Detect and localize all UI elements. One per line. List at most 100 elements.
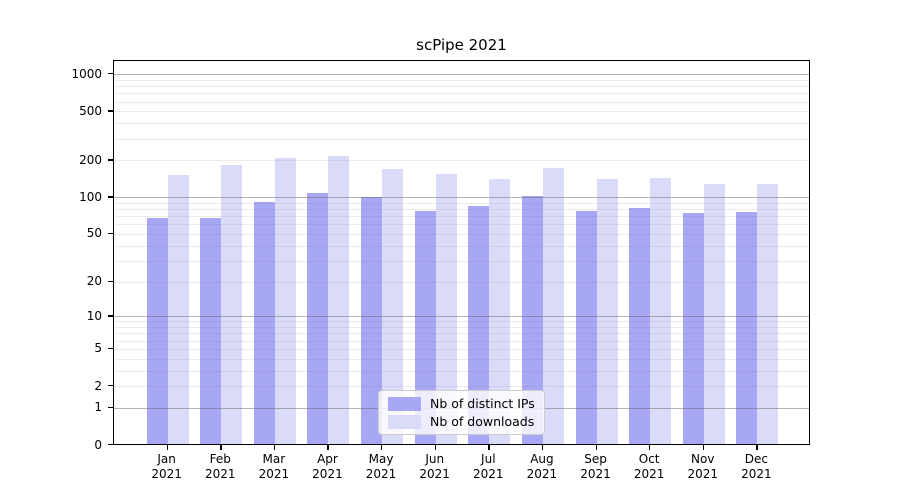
bar-downloads-jun <box>435 174 457 444</box>
grid-layer <box>114 61 809 444</box>
gridline-minor <box>114 370 809 372</box>
x-tick-label: Jul 2021 <box>473 452 504 481</box>
bar-downloads-feb <box>221 164 243 444</box>
x-tick-label: Apr 2021 <box>312 452 343 481</box>
x-tick-label: Nov 2021 <box>687 452 719 481</box>
y-tick-label: 100 <box>79 189 102 204</box>
gridline-minor <box>114 93 809 95</box>
gridline-minor <box>114 233 809 235</box>
bar-ips-may <box>361 196 383 444</box>
y-tick-label: 1 <box>94 400 102 415</box>
x-tick-label: Feb 2021 <box>204 452 236 481</box>
y-tick-label: 50 <box>86 226 102 241</box>
y-tick-label: 2 <box>94 378 102 393</box>
legend-item-downloads: Nb of downloads <box>388 414 535 429</box>
x-tick-label: Jan 2021 <box>151 452 182 481</box>
x-tick-mark <box>541 445 544 450</box>
bar-downloads-may <box>382 168 404 444</box>
legend-label-ips: Nb of distinct IPs <box>430 396 535 411</box>
gridline-minor <box>114 160 809 162</box>
x-tick-mark <box>649 445 651 450</box>
gridline-minor <box>114 111 809 113</box>
x-tick-label: Aug 2021 <box>526 452 558 481</box>
gridline-major <box>114 74 809 76</box>
x-tick-mark <box>756 445 758 450</box>
bar-downloads-apr <box>328 155 350 444</box>
gridline-minor <box>114 138 809 140</box>
x-tick-label: Jun 2021 <box>419 452 450 481</box>
x-tick-mark <box>220 445 222 450</box>
bar-ips-jul <box>468 206 490 444</box>
y-tick-mark <box>108 385 113 387</box>
bar-downloads-jul <box>489 179 511 444</box>
y-tick-mark <box>108 159 113 161</box>
bar-ips-sep <box>575 210 597 444</box>
y-tick-mark <box>108 347 113 350</box>
y-tick-mark <box>108 110 113 112</box>
x-tick-mark <box>381 445 383 450</box>
gridline-minor <box>114 86 809 88</box>
legend-swatch-downloads <box>388 414 421 429</box>
bar-ips-mar <box>253 201 275 444</box>
bar-downloads-sep <box>596 179 618 444</box>
x-tick-label: Oct 2021 <box>633 452 665 481</box>
bar-ips-jan <box>146 218 168 444</box>
bar-ips-feb <box>200 217 222 444</box>
y-tick-label: 10 <box>86 308 102 323</box>
x-tick-label: Mar 2021 <box>258 452 290 481</box>
bar-downloads-oct <box>650 177 672 444</box>
x-tick-mark <box>166 445 168 450</box>
gridline-major <box>114 197 809 199</box>
legend: Nb of distinct IPs Nb of downloads <box>378 390 545 435</box>
bar-ips-nov <box>682 212 704 444</box>
x-tick-mark <box>488 445 490 450</box>
y-tick-label: 20 <box>86 274 102 289</box>
y-tick-mark <box>108 444 113 446</box>
y-tick-label: 500 <box>79 103 102 118</box>
gridline-minor <box>114 281 809 283</box>
bar-ips-jun <box>414 210 436 444</box>
x-tick-mark <box>327 445 329 450</box>
bar-downloads-nov <box>703 183 725 444</box>
gridline-minor <box>114 260 809 262</box>
bar-downloads-jan <box>167 174 189 444</box>
x-tick-label: May 2021 <box>365 452 397 481</box>
gridline-minor <box>114 348 809 350</box>
bar-downloads-dec <box>757 183 779 444</box>
bar-ips-dec <box>736 211 758 444</box>
gridline-minor <box>114 358 809 360</box>
gridline-minor <box>114 123 809 125</box>
y-tick-label: 5 <box>94 341 102 356</box>
legend-label-downloads: Nb of downloads <box>430 414 535 429</box>
y-tick-label: 1000 <box>71 66 102 81</box>
bar-ips-apr <box>307 192 329 444</box>
gridline-minor <box>114 101 809 103</box>
gridline-minor <box>114 386 809 388</box>
gridline-minor <box>114 245 809 247</box>
bars-layer <box>114 61 809 444</box>
y-tick-mark <box>108 280 113 282</box>
x-tick-label: Sep 2021 <box>580 452 611 481</box>
chart-title: scPipe 2021 <box>416 36 507 54</box>
gridline-minor <box>114 209 809 211</box>
gridline-minor <box>114 202 809 204</box>
plot-area <box>113 60 810 445</box>
bar-downloads-aug <box>542 167 564 444</box>
bar-downloads-mar <box>274 157 296 444</box>
bar-ips-oct <box>629 208 651 444</box>
bar-ips-aug <box>521 196 543 444</box>
y-tick-label: 200 <box>79 152 102 167</box>
y-tick-mark <box>108 315 113 317</box>
legend-item-ips: Nb of distinct IPs <box>388 396 535 411</box>
gridline-major <box>114 316 809 318</box>
x-tick-label: Dec 2021 <box>741 452 772 481</box>
gridline-minor <box>114 340 809 342</box>
y-tick-mark <box>108 232 113 235</box>
y-tick-mark <box>108 196 113 198</box>
y-tick-mark <box>108 73 113 75</box>
y-tick-label: 0 <box>94 437 102 452</box>
x-tick-mark <box>434 445 436 450</box>
x-tick-mark <box>595 445 597 450</box>
y-tick-mark <box>108 406 113 409</box>
